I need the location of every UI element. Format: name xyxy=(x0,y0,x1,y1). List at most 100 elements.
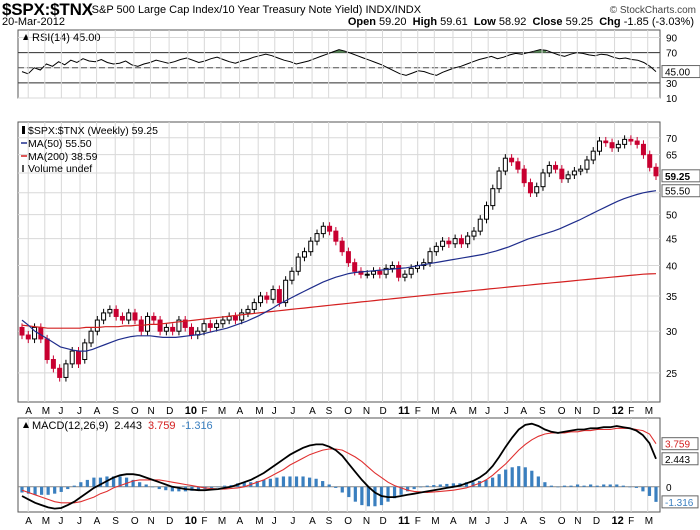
rsi-tick-label: 90 xyxy=(666,34,678,45)
candle-body xyxy=(38,326,44,340)
macd-histogram-bar xyxy=(628,486,632,488)
candle-body xyxy=(301,251,307,258)
rsi-tick-label: 10 xyxy=(666,94,678,105)
x-tick-label: A xyxy=(25,516,32,527)
candle-body xyxy=(283,279,289,304)
x-tick-label: F xyxy=(201,406,207,417)
x-tick-label: S xyxy=(326,406,333,417)
candle-body xyxy=(113,308,119,317)
macd-histogram-bar xyxy=(634,486,638,488)
macd-histogram-bar xyxy=(92,477,96,487)
volume-legend: Volume undef xyxy=(28,163,92,175)
macd-value-label: 3.759 xyxy=(665,440,690,451)
candle-body xyxy=(345,251,351,264)
macd-legend-part: -1.316 xyxy=(181,420,212,432)
macd-histogram-bar xyxy=(602,484,606,487)
macd-histogram-bar xyxy=(53,486,57,494)
candle-body xyxy=(170,326,176,332)
macd-legend-part: 3.759 xyxy=(148,420,176,432)
high-label: High xyxy=(412,16,438,28)
x-tick-label: A xyxy=(25,406,32,417)
x-tick-label: M xyxy=(255,516,263,527)
macd-histogram-bar xyxy=(510,467,514,487)
macd-histogram-bar xyxy=(647,486,652,496)
triangle-icon xyxy=(23,34,29,40)
candle-body xyxy=(32,326,38,340)
description-text: (S&P 500 Large Cap Index/10 Year Treasur… xyxy=(88,4,363,16)
x-tick-label: D xyxy=(593,406,600,417)
x-tick-label: A xyxy=(520,516,527,527)
macd-histogram-bar xyxy=(347,486,351,498)
x-tick-label: J xyxy=(272,406,277,417)
macd-histogram-bar xyxy=(615,484,619,487)
x-tick-label: M xyxy=(469,406,477,417)
x-tick-label: 10 xyxy=(185,515,197,527)
macd-histogram-bar xyxy=(471,482,475,487)
x-tick-label: S xyxy=(112,406,119,417)
macd-histogram-bar xyxy=(196,486,201,491)
x-tick-label: D xyxy=(166,516,173,527)
candle-body xyxy=(609,142,615,149)
macd-histogram-bar xyxy=(157,486,161,490)
macd-histogram-bar xyxy=(366,486,371,507)
macd-histogram-bar xyxy=(517,466,521,487)
x-tick-label: S xyxy=(112,516,119,527)
candle-body xyxy=(546,164,552,174)
candle-body xyxy=(358,270,364,275)
x-tick-label: M xyxy=(431,406,439,417)
candle-body xyxy=(578,168,584,172)
x-tick-label: M xyxy=(469,516,477,527)
macd-histogram-bar xyxy=(543,482,547,487)
macd-histogram-bar xyxy=(255,481,259,487)
candle-body xyxy=(320,225,326,235)
macd-histogram-bar xyxy=(556,486,560,488)
rsi-value-box xyxy=(661,65,700,79)
x-tick-label: F xyxy=(201,516,207,527)
macd-histogram-bar xyxy=(20,486,24,493)
candle-body xyxy=(565,174,571,180)
macd-panel xyxy=(17,417,661,513)
candle-body xyxy=(584,159,590,170)
macd-histogram-bar xyxy=(530,470,534,487)
candle-body xyxy=(182,319,188,328)
candle-body xyxy=(295,256,301,272)
macd-histogram-bar xyxy=(451,483,455,487)
macd-histogram-bar xyxy=(464,482,469,487)
macd-histogram-bar xyxy=(412,486,416,490)
candle-body xyxy=(101,312,107,321)
x-tick-label: 12 xyxy=(612,515,624,527)
macd-histogram-bar xyxy=(445,483,449,487)
macd-value-label: 2.443 xyxy=(665,455,690,466)
macd-histogram-bar xyxy=(484,479,488,487)
x-tick-label: 11 xyxy=(398,405,410,417)
high-value: 59.61 xyxy=(440,16,468,28)
chg-value: -1.85 (-3.03%) xyxy=(623,16,694,28)
macd-histogram-bar xyxy=(98,477,103,487)
candle-body xyxy=(19,326,25,336)
x-tick-label: M xyxy=(645,516,653,527)
macd-legend-part: MACD(12,26,9) xyxy=(32,420,108,432)
x-tick-label: O xyxy=(558,516,566,527)
candle-body xyxy=(44,338,50,361)
x-tick-label: J xyxy=(272,516,277,527)
candle-body xyxy=(107,308,113,314)
candle-body xyxy=(119,315,125,321)
macd-histogram-bar xyxy=(59,486,63,492)
x-tick-label: J xyxy=(77,516,82,527)
macd-histogram-bar xyxy=(386,486,390,502)
x-tick-label: A xyxy=(520,406,527,417)
macd-histogram-bar xyxy=(477,481,482,487)
candle-body xyxy=(559,168,565,180)
x-tick-label: A xyxy=(94,406,101,417)
candle-body xyxy=(527,182,533,194)
symbol-description: (S&P 500 Large Cap Index/10 Year Treasur… xyxy=(88,4,421,16)
ma200-legend: MA(200) 38.59 xyxy=(28,151,98,163)
brand-watermark: © StockCharts.com xyxy=(609,5,696,16)
macd-histogram-bar xyxy=(262,479,266,487)
macd-histogram-bar xyxy=(654,486,658,502)
macd-histogram-bar xyxy=(72,485,76,487)
x-tick-label: 12 xyxy=(612,405,624,417)
candle-body xyxy=(50,359,56,369)
x-tick-label: F xyxy=(415,406,421,417)
macd-histogram-bar xyxy=(111,476,116,487)
